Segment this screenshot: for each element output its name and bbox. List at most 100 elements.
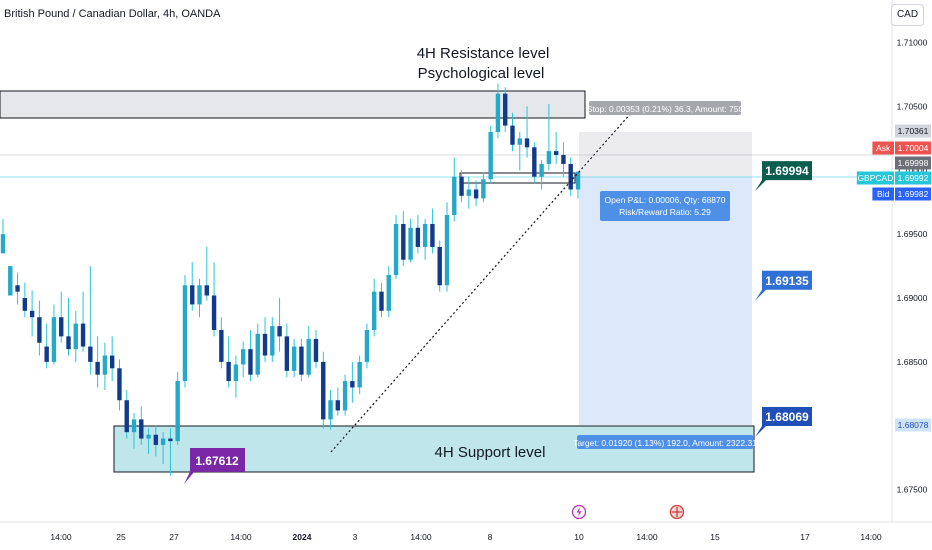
candle [37,300,42,356]
price-badge-value: 1.69992 [898,173,929,183]
price-tick-label: 1.70000 [897,165,928,175]
price-callout[interactable]: 1.69135 [755,270,812,301]
price-tick-label: 1.69500 [897,229,928,239]
candle [109,336,115,382]
candle [204,246,209,301]
candle [568,157,573,196]
candle [95,336,100,388]
candle [73,310,78,362]
candle [160,432,166,465]
price-callout-label: 1.69994 [765,164,809,178]
price-badge-tag: GBPCAD [857,173,893,183]
low-callout-label: 1.67612 [195,454,239,468]
candle [22,282,28,318]
price-badge-value: 1.68078 [898,420,929,430]
price-callout[interactable]: 1.68069 [755,406,812,437]
candle [532,142,537,184]
candle [328,390,333,430]
candle [372,278,377,337]
price-tick-label: 1.67500 [897,485,928,495]
candle [255,323,260,378]
candle [240,341,246,378]
uk-flag-event-icon[interactable] [669,504,685,520]
candle [546,103,552,171]
trendline[interactable] [330,111,633,453]
candle [291,338,297,378]
candle [553,131,559,164]
candle [190,262,195,311]
price-badge-value: 1.70361 [898,126,929,136]
candle [335,387,341,416]
time-tick-label: 25 [116,532,126,542]
price-badge: 1.70004 Ask [872,141,931,155]
currency-button[interactable]: CAD [891,4,924,26]
price-badge: 1.70361 [895,124,931,138]
candle [284,323,290,378]
candle [51,304,57,365]
chart-header-title: British Pound / Canadian Dollar, 4h, OAN… [4,8,221,20]
time-tick-label: 15 [710,532,720,542]
time-tick-label: 27 [169,532,179,542]
open-pl-label: Open P&L: 0.00006, Qty: 68870 [605,195,726,205]
candle [408,218,413,263]
price-badge: 1.68078 [895,418,931,432]
candle [146,428,151,454]
time-tick-label: 14:00 [860,532,882,542]
resistance-zone[interactable] [0,90,586,119]
candle [481,172,486,203]
candle [0,218,6,254]
price-callout-label: 1.69135 [765,274,809,288]
resistance-label-1: 4H Resistance level [417,45,550,62]
candle [575,171,581,199]
stop-area[interactable] [579,132,752,177]
candle [452,157,457,222]
candle [466,176,472,209]
candle [182,275,188,388]
price-badge-value: 1.70004 [898,143,929,153]
price-tick-label: 1.68500 [897,357,928,367]
candle [415,215,421,254]
resistance-label-2: Psychological level [418,65,545,82]
candle [197,278,202,318]
price-badge: 1.69998 [895,156,931,170]
price-tick-label: 1.71000 [897,38,928,48]
candle [342,374,348,416]
candle [168,428,173,476]
candle [379,282,384,318]
price-badges: 1.70361 1.70004 Ask 1.69998 1.69992 GBPCAD 1.6… [856,124,931,432]
price-badge-value: 1.69998 [898,158,929,168]
candle [66,298,71,356]
candle [350,361,355,403]
low-callout-box[interactable] [184,448,245,484]
candle [102,342,108,391]
target-label: Target: 0.01920 (1.13%) 192.0, Amount: 2… [573,438,757,448]
candle [444,202,450,292]
candle [124,390,129,439]
price-badge-tag: Ask [876,143,891,153]
candle [386,266,391,318]
candle [88,266,93,375]
candle [313,329,319,369]
candle [29,290,35,337]
candle [517,131,522,171]
stop-label-box [589,101,741,115]
time-tick-label: 14:00 [636,532,658,542]
candle [248,329,253,382]
price-badge: 1.69982 Bid [872,187,931,201]
price-callout[interactable]: 1.69994 [755,161,812,192]
time-tick-label: 14:00 [410,532,432,542]
candle [131,413,137,449]
time-tick-label: 8 [488,532,493,542]
candles [0,83,581,476]
candle [219,317,224,369]
time-tick-label: 10 [574,532,584,542]
candle [495,83,501,139]
time-tick-label: 17 [800,532,810,542]
candle [59,291,64,343]
candle [277,298,282,352]
lightning-event-icon[interactable] [571,504,587,520]
candle [117,359,122,411]
time-axis[interactable]: 14:00 25 27 14:00 2024 3 14:00 8 10 14:00 15 17 14:0… [50,532,882,542]
candle [153,425,159,457]
